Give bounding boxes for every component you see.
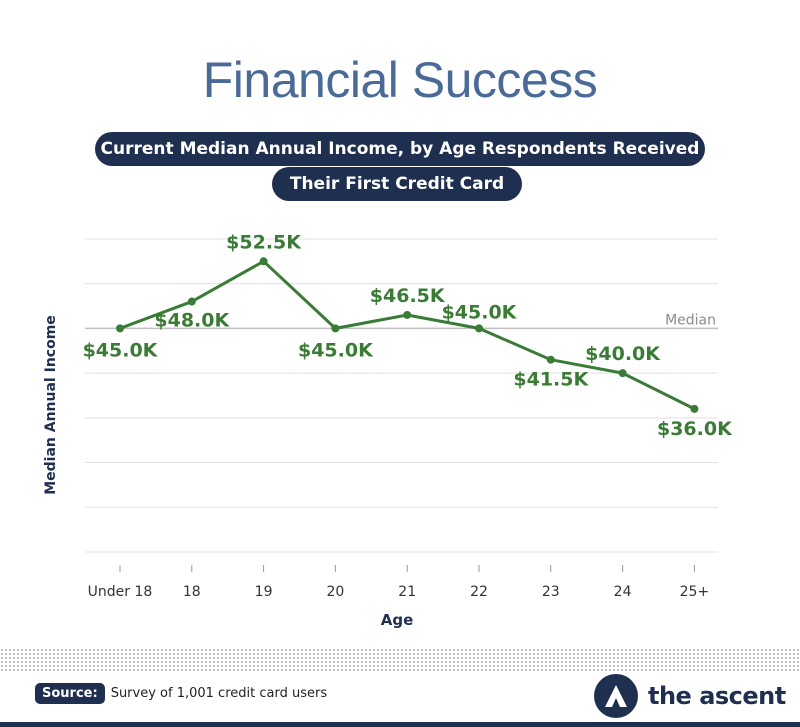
data-point — [259, 257, 268, 266]
data-point — [187, 297, 196, 306]
y-axis-label: Median Annual Income — [43, 315, 59, 495]
bottom-bar — [0, 722, 800, 727]
the-ascent-logo: the ascent — [593, 673, 786, 719]
data-point — [475, 324, 483, 333]
chart-subtitle-line-2: Their First Credit Card — [272, 167, 522, 201]
data-label: $45.0K — [442, 301, 518, 323]
data-label: $46.5K — [370, 285, 446, 307]
x-tick-label: 21 — [398, 584, 416, 600]
data-point — [331, 324, 340, 333]
data-point — [403, 310, 412, 319]
data-label: $52.5K — [226, 231, 302, 253]
source-note: Source: Survey of 1,001 credit card user… — [35, 681, 327, 705]
x-tick-label: 19 — [255, 584, 273, 600]
data-label: $40.0K — [585, 343, 661, 365]
data-label: $48.0K — [154, 310, 230, 332]
x-tick-label: 23 — [542, 584, 560, 600]
x-tick-label: 18 — [183, 584, 201, 600]
source-text: Survey of 1,001 credit card users — [110, 685, 328, 701]
data-label: $41.5K — [513, 369, 589, 391]
dotted-divider — [0, 648, 800, 672]
data-point — [546, 355, 555, 364]
median-label: Median — [665, 312, 716, 328]
series — [116, 257, 699, 413]
data-labels: $45.0K$48.0K$52.5K$45.0K$46.5K$45.0K$41.… — [83, 231, 733, 440]
chart-subtitle-line-1: Current Median Annual Income, by Age Res… — [95, 132, 705, 166]
logo-text: the ascent — [648, 682, 786, 710]
x-tick-label: Under 18 — [88, 584, 153, 600]
x-axis-label: Age — [381, 611, 414, 629]
data-label: $36.0K — [657, 418, 733, 440]
x-tick-label: 22 — [470, 584, 488, 600]
x-tick-label: 25+ — [680, 584, 710, 600]
data-label: $45.0K — [83, 339, 159, 361]
data-point — [116, 324, 124, 333]
x-tick-label: 24 — [614, 584, 632, 600]
source-label: Source: — [35, 682, 105, 704]
data-point — [690, 404, 699, 413]
the-ascent-logo-icon — [594, 674, 638, 718]
median-reference: Median — [85, 312, 718, 330]
chart-title: Financial Success — [202, 52, 598, 108]
x-tick-label: 20 — [326, 584, 344, 600]
data-label: $45.0K — [298, 339, 374, 361]
line-chart: Median Under 18 18 19 20 21 22 23 24 25+ $45.0K$… — [43, 231, 733, 629]
x-axis-ticks: Under 18 18 19 20 21 22 23 24 25+ — [88, 565, 709, 600]
data-point — [618, 369, 627, 378]
